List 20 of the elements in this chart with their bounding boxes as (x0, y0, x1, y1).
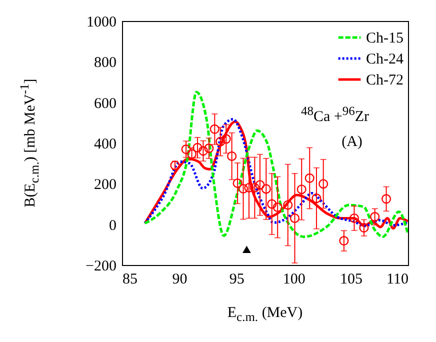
legend-label: Ch-15 (366, 30, 404, 46)
annotation: $^{48}$Ca +$^{96}$Zr (300, 104, 370, 126)
y-tick-label: 400 (94, 136, 116, 152)
x-tick-label: 105 (340, 272, 363, 288)
y-tick-label: 0 (109, 218, 116, 234)
legend-label: Ch-24 (366, 52, 404, 68)
legend-label: Ch-72 (366, 72, 404, 88)
x-tick-label: 90 (172, 272, 188, 288)
y-tick-label: 200 (94, 177, 116, 194)
y-tick-label: 600 (94, 96, 116, 112)
line-series (144, 90, 408, 238)
x-tick-label: 110 (386, 272, 408, 288)
x-tick-label: 100 (282, 272, 306, 288)
y-tick-label: 800 (94, 55, 116, 72)
y-tick-label: −200 (86, 258, 116, 274)
annotation: (A) (342, 134, 362, 151)
y-tick-label: 1000 (86, 14, 116, 30)
x-tick-label: 95 (229, 272, 244, 288)
x-tick-label: 85 (122, 272, 138, 288)
x-axis-title: E$_{c.m.}$ (MeV) (227, 305, 303, 325)
